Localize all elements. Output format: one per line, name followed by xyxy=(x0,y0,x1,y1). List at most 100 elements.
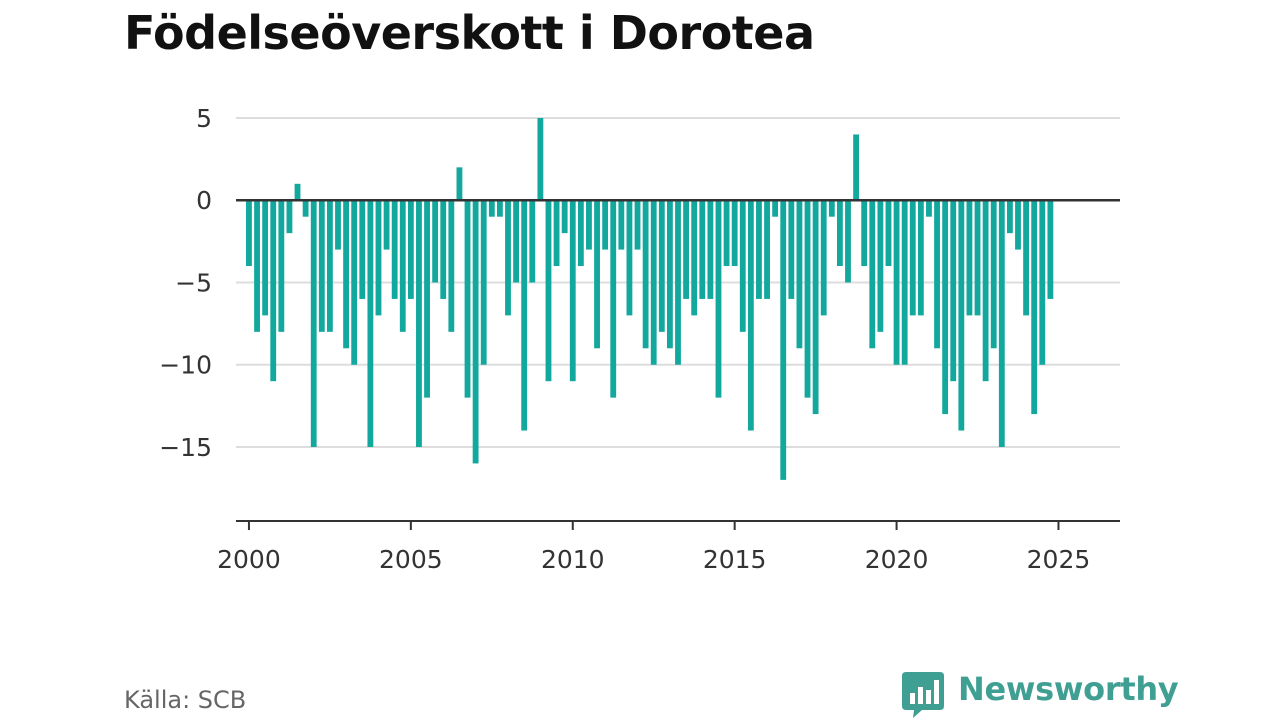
bar xyxy=(1047,200,1054,299)
x-tick-label: 2020 xyxy=(865,545,929,574)
bar xyxy=(537,118,544,201)
bar xyxy=(739,200,746,332)
bar xyxy=(828,200,835,217)
bar xyxy=(1023,200,1030,316)
bar xyxy=(853,134,860,201)
bar xyxy=(634,200,641,250)
x-tick-label: 2010 xyxy=(541,545,605,574)
bar xyxy=(456,167,463,201)
bar xyxy=(286,200,293,234)
bar xyxy=(310,200,317,447)
bar xyxy=(569,200,576,382)
x-tick-label: 2025 xyxy=(1027,545,1091,574)
bar xyxy=(626,200,633,316)
bar xyxy=(399,200,406,332)
bar xyxy=(982,200,989,382)
bar xyxy=(424,200,430,398)
bar xyxy=(553,200,560,267)
bar xyxy=(505,200,511,316)
y-tick-label: −5 xyxy=(175,268,212,297)
bar xyxy=(432,200,439,283)
bar xyxy=(958,200,965,431)
bar xyxy=(642,200,649,349)
bar xyxy=(383,200,390,250)
x-tick-label: 2005 xyxy=(379,545,443,574)
bar xyxy=(577,200,584,267)
bar xyxy=(699,200,706,299)
bar xyxy=(416,200,422,447)
bar xyxy=(901,200,908,365)
bar xyxy=(391,200,398,299)
bar xyxy=(675,200,681,365)
bar xyxy=(990,200,997,349)
bar xyxy=(407,200,414,299)
bar xyxy=(926,200,932,217)
bar xyxy=(472,200,479,464)
x-tick-label: 2015 xyxy=(703,545,767,574)
bar xyxy=(998,200,1005,447)
source-note: Källa: SCB xyxy=(124,686,247,714)
bar xyxy=(764,200,770,299)
bar xyxy=(586,200,592,250)
bar xyxy=(1015,200,1021,250)
y-tick-label: −15 xyxy=(159,433,212,462)
bar xyxy=(359,200,366,299)
bar xyxy=(1006,200,1013,234)
y-tick-label: 0 xyxy=(196,186,212,215)
bar xyxy=(658,200,665,332)
bar xyxy=(367,200,374,447)
bar xyxy=(893,200,900,365)
bar xyxy=(254,200,260,332)
bar xyxy=(294,183,301,201)
bar xyxy=(448,200,455,332)
bar xyxy=(610,200,617,398)
bar xyxy=(513,200,520,283)
bar xyxy=(650,200,657,365)
bar xyxy=(812,200,819,415)
bar xyxy=(318,200,325,332)
bar xyxy=(909,200,916,316)
bar xyxy=(351,200,358,365)
bar xyxy=(707,200,714,299)
bar xyxy=(683,200,690,299)
bar xyxy=(796,200,803,349)
bar xyxy=(335,200,341,250)
bar xyxy=(618,200,625,250)
bar xyxy=(804,200,811,398)
x-tick-label: 2000 xyxy=(217,545,281,574)
bar-chart-icon xyxy=(902,672,944,718)
bar xyxy=(464,200,471,398)
bar xyxy=(278,200,285,332)
bar xyxy=(521,200,528,431)
bar xyxy=(974,200,981,316)
bar xyxy=(691,200,698,316)
bar xyxy=(747,200,754,431)
bar xyxy=(488,200,495,217)
bar xyxy=(950,200,957,382)
bar xyxy=(942,200,949,415)
bar xyxy=(246,200,252,267)
bar xyxy=(1031,200,1038,415)
bar xyxy=(545,200,552,382)
bar xyxy=(772,200,779,217)
bar xyxy=(861,200,868,267)
bar xyxy=(715,200,722,398)
bar xyxy=(666,200,673,349)
bar xyxy=(869,200,876,349)
bar xyxy=(343,200,350,349)
y-axis-labels: 5 0 −5 −10 −15 xyxy=(159,104,212,462)
bar xyxy=(326,200,333,332)
bar xyxy=(496,200,503,217)
bar xyxy=(594,200,600,349)
bar xyxy=(885,200,892,267)
y-tick-label: −10 xyxy=(159,351,212,380)
bar xyxy=(756,200,762,299)
x-axis-ticks xyxy=(247,521,1060,530)
bar xyxy=(731,200,738,267)
bar xyxy=(780,200,787,480)
x-axis-labels: 2000 2005 2010 2015 2020 2025 xyxy=(217,545,1090,574)
bar xyxy=(480,200,487,365)
bar xyxy=(302,200,309,217)
bar xyxy=(788,200,795,299)
